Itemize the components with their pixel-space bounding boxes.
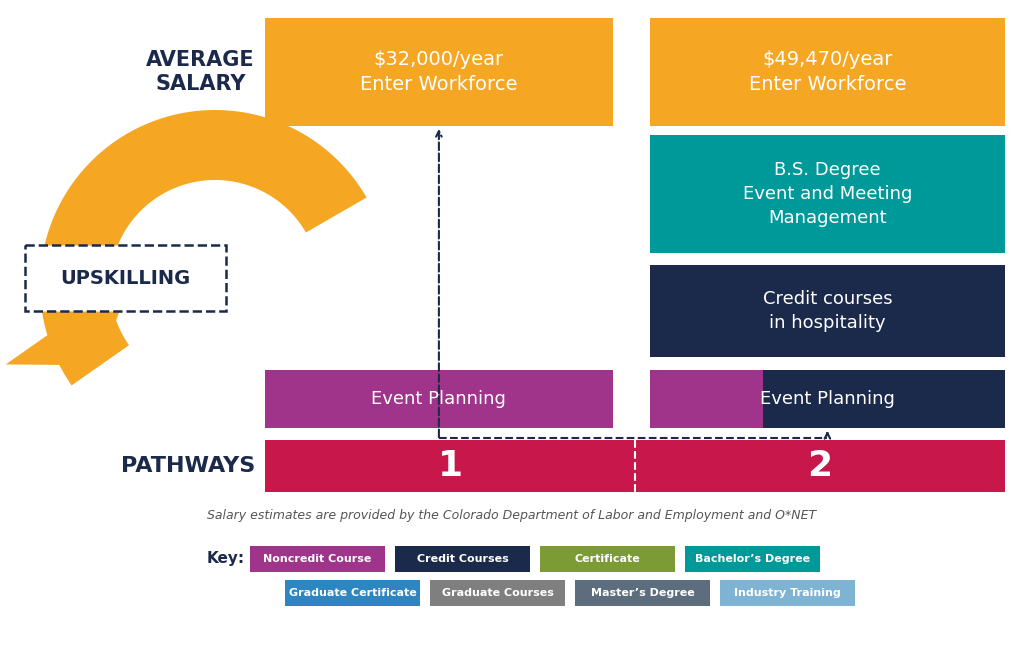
Text: Key:: Key: [207, 552, 245, 567]
FancyBboxPatch shape [265, 370, 612, 428]
FancyBboxPatch shape [265, 18, 612, 126]
Polygon shape [40, 110, 367, 385]
Text: PATHWAYS: PATHWAYS [121, 456, 255, 476]
FancyBboxPatch shape [650, 135, 1005, 253]
FancyBboxPatch shape [25, 245, 226, 311]
Text: 2: 2 [808, 449, 833, 483]
Text: B.S. Degree
Event and Meeting
Management: B.S. Degree Event and Meeting Management [742, 162, 912, 227]
FancyBboxPatch shape [540, 546, 675, 572]
FancyBboxPatch shape [650, 18, 1005, 126]
Polygon shape [6, 276, 132, 365]
FancyBboxPatch shape [395, 546, 530, 572]
Text: AVERAGE
SALARY: AVERAGE SALARY [146, 50, 255, 95]
FancyBboxPatch shape [575, 580, 710, 606]
FancyBboxPatch shape [430, 580, 565, 606]
Text: Noncredit Course: Noncredit Course [263, 554, 372, 564]
Text: Credit Courses: Credit Courses [417, 554, 508, 564]
Text: Graduate Certificate: Graduate Certificate [289, 588, 417, 598]
Text: Salary estimates are provided by the Colorado Department of Labor and Employment: Salary estimates are provided by the Col… [208, 509, 816, 522]
Text: Event Planning: Event Planning [372, 390, 506, 408]
Text: $49,470/year
Enter Workforce: $49,470/year Enter Workforce [749, 50, 906, 94]
FancyBboxPatch shape [250, 546, 385, 572]
Text: Master’s Degree: Master’s Degree [591, 588, 694, 598]
Text: Credit courses
in hospitality: Credit courses in hospitality [763, 290, 892, 332]
Text: Industry Training: Industry Training [734, 588, 841, 598]
FancyBboxPatch shape [650, 265, 1005, 357]
FancyBboxPatch shape [764, 370, 1005, 428]
Text: Event Planning: Event Planning [760, 390, 895, 408]
Text: Bachelor’s Degree: Bachelor’s Degree [695, 554, 810, 564]
FancyBboxPatch shape [650, 370, 764, 428]
Text: 1: 1 [437, 449, 463, 483]
FancyBboxPatch shape [265, 440, 1005, 492]
FancyBboxPatch shape [685, 546, 820, 572]
Text: Certificate: Certificate [574, 554, 640, 564]
FancyBboxPatch shape [720, 580, 855, 606]
FancyBboxPatch shape [285, 580, 420, 606]
Text: UPSKILLING: UPSKILLING [60, 269, 190, 288]
Text: Graduate Courses: Graduate Courses [441, 588, 553, 598]
Text: $32,000/year
Enter Workforce: $32,000/year Enter Workforce [360, 50, 518, 94]
